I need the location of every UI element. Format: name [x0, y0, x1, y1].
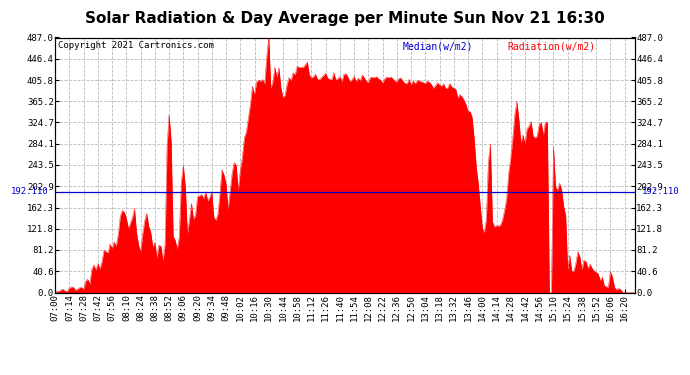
Text: 192.110: 192.110 — [642, 188, 680, 196]
Text: Radiation(w/m2): Radiation(w/m2) — [507, 41, 595, 51]
Text: Solar Radiation & Day Average per Minute Sun Nov 21 16:30: Solar Radiation & Day Average per Minute… — [85, 11, 605, 26]
Text: 192.110: 192.110 — [10, 188, 48, 196]
Text: Copyright 2021 Cartronics.com: Copyright 2021 Cartronics.com — [58, 41, 214, 50]
Text: Median(w/m2): Median(w/m2) — [403, 41, 473, 51]
